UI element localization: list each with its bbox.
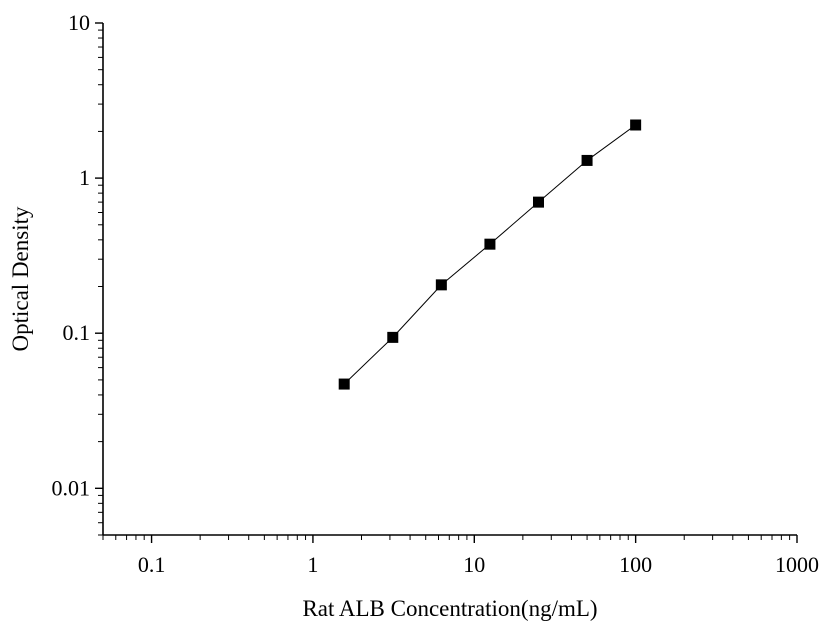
- data-point: [630, 119, 642, 131]
- x-tick-label: 10: [463, 552, 485, 577]
- x-tick-label: 100: [619, 552, 652, 577]
- y-tick-label: 1: [79, 165, 90, 190]
- x-tick-label: 0.1: [138, 552, 166, 577]
- y-tick-label: 10: [68, 10, 90, 35]
- y-tick-label: 0.1: [63, 320, 91, 345]
- x-tick-label: 1: [307, 552, 318, 577]
- x-tick-label: 1000: [775, 552, 819, 577]
- data-point: [387, 331, 399, 343]
- data-points: [338, 119, 642, 390]
- data-point: [532, 196, 544, 208]
- data-point: [338, 378, 350, 390]
- x-axis-title: Rat ALB Concentration(ng/mL): [302, 596, 597, 621]
- data-point: [581, 154, 593, 166]
- y-tick-label: 0.01: [52, 475, 91, 500]
- axes: [102, 23, 797, 536]
- data-point: [435, 279, 447, 291]
- y-axis-title: Optical Density: [8, 206, 33, 351]
- data-point: [484, 238, 496, 250]
- ticks: 0.1 1 10 100 1000 0.01 0.1 1 10: [52, 10, 820, 577]
